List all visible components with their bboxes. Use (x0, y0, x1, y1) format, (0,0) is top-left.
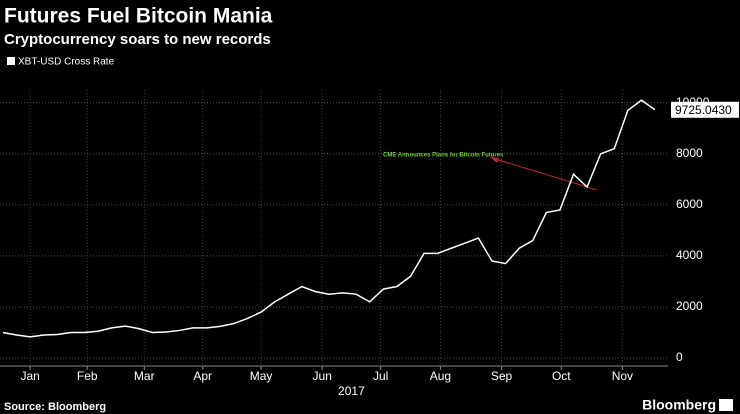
annotation: CME Announces Plans for Bitcoin Futures (383, 153, 504, 159)
source: Source: Bloomberg (4, 401, 106, 413)
y-tick-label: 4000 (676, 248, 703, 262)
legend-label: XBT-USD Cross Rate (18, 57, 115, 68)
y-tick-label: 2000 (676, 299, 703, 313)
x-tick-label: Aug (430, 369, 451, 383)
x-tick-label: Oct (552, 369, 571, 383)
x-tick-label: Feb (77, 369, 98, 383)
line (2, 99, 656, 338)
year-label: 2017 (338, 384, 365, 398)
x-tick-label: Jan (20, 369, 39, 383)
last-value-box (671, 101, 739, 118)
annotation-arrow (491, 157, 598, 191)
x-tick-label: Nov (612, 369, 633, 383)
brand: Bloomberg (642, 397, 716, 413)
legend-swatch (7, 57, 15, 65)
x-tick-label: Jul (373, 369, 388, 383)
y-tick-label: 6000 (676, 197, 703, 211)
x-tick-label: Jun (313, 369, 332, 383)
brand-icon (719, 399, 733, 411)
x-tick-label: Mar (134, 369, 155, 383)
chart-subtitle: Cryptocurrency soars to new records (4, 31, 271, 48)
chart-title: Futures Fuel Bitcoin Mania (4, 5, 273, 28)
y-tick-label: 0 (676, 350, 683, 364)
x-tick-label: Sep (491, 369, 513, 383)
annotation-arrowhead (490, 157, 499, 163)
last-value-label: 9725.0430 (675, 103, 732, 117)
y-tick-label: 8000 (676, 146, 703, 160)
x-tick-label: May (250, 369, 273, 383)
x-tick-label: Apr (193, 369, 212, 383)
